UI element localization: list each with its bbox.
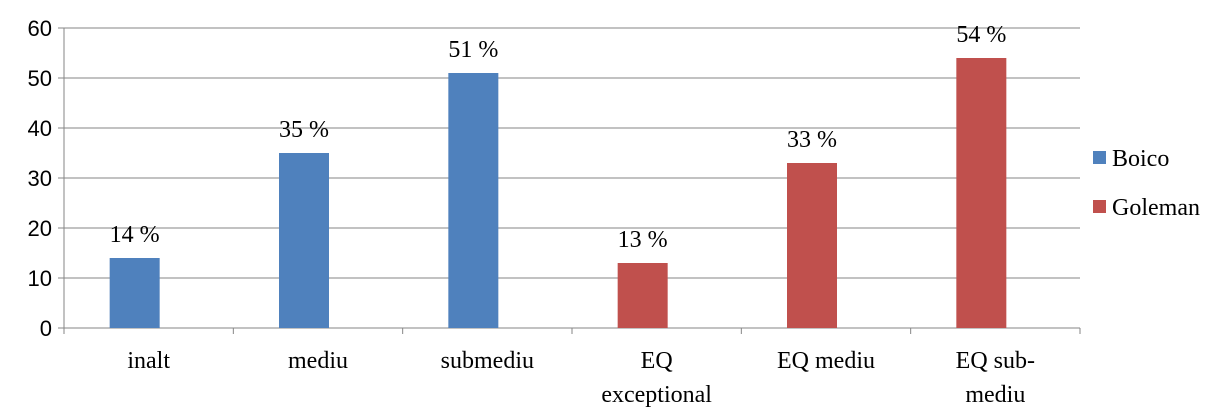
bar-boico	[279, 153, 329, 328]
bar-goleman	[956, 58, 1006, 328]
y-tick-label: 0	[40, 316, 52, 341]
bar-goleman	[618, 263, 668, 328]
data-label: 35 %	[279, 117, 329, 143]
y-tick-label: 20	[28, 216, 52, 241]
legend-swatch	[1093, 200, 1106, 213]
y-tick-label: 30	[28, 166, 52, 191]
legend-label: Boico	[1112, 146, 1169, 172]
data-label: 14 %	[110, 222, 160, 248]
x-category-label: mediu	[965, 382, 1025, 408]
x-category-label: exceptional	[601, 382, 712, 408]
y-tick-label: 40	[28, 116, 52, 141]
x-category-label: EQ mediu	[777, 348, 875, 374]
x-category-label: EQ	[641, 348, 673, 374]
x-category-label: mediu	[288, 348, 348, 374]
x-category-label: EQ sub-	[956, 348, 1035, 374]
y-tick-label: 10	[28, 266, 52, 291]
bar-goleman	[787, 163, 837, 328]
data-labels: 14 % 35 % 51 % 13 % 33 % 54 %	[110, 22, 1007, 253]
gridlines	[64, 28, 1080, 278]
data-label: 33 %	[787, 127, 837, 153]
data-label: 54 %	[956, 22, 1006, 48]
x-category-label: submediu	[441, 348, 534, 374]
legend-label: Goleman	[1112, 195, 1200, 221]
data-label: 13 %	[618, 227, 668, 253]
x-category-label: inalt	[127, 348, 170, 374]
legend: Boico Goleman	[1093, 146, 1200, 221]
bar-boico	[448, 73, 498, 328]
y-tick-label: 50	[28, 66, 52, 91]
y-tick-label: 60	[28, 16, 52, 41]
x-axis-categories: inalt mediu submediu EQ exceptional EQ mediu E…	[127, 348, 1035, 408]
y-axis-ticks: 0 10 20 30 40 50 60	[28, 16, 64, 341]
legend-swatch	[1093, 151, 1106, 164]
axes	[64, 28, 1080, 334]
bar-boico	[110, 258, 160, 328]
bars	[110, 58, 1007, 328]
data-label: 51 %	[448, 37, 498, 63]
